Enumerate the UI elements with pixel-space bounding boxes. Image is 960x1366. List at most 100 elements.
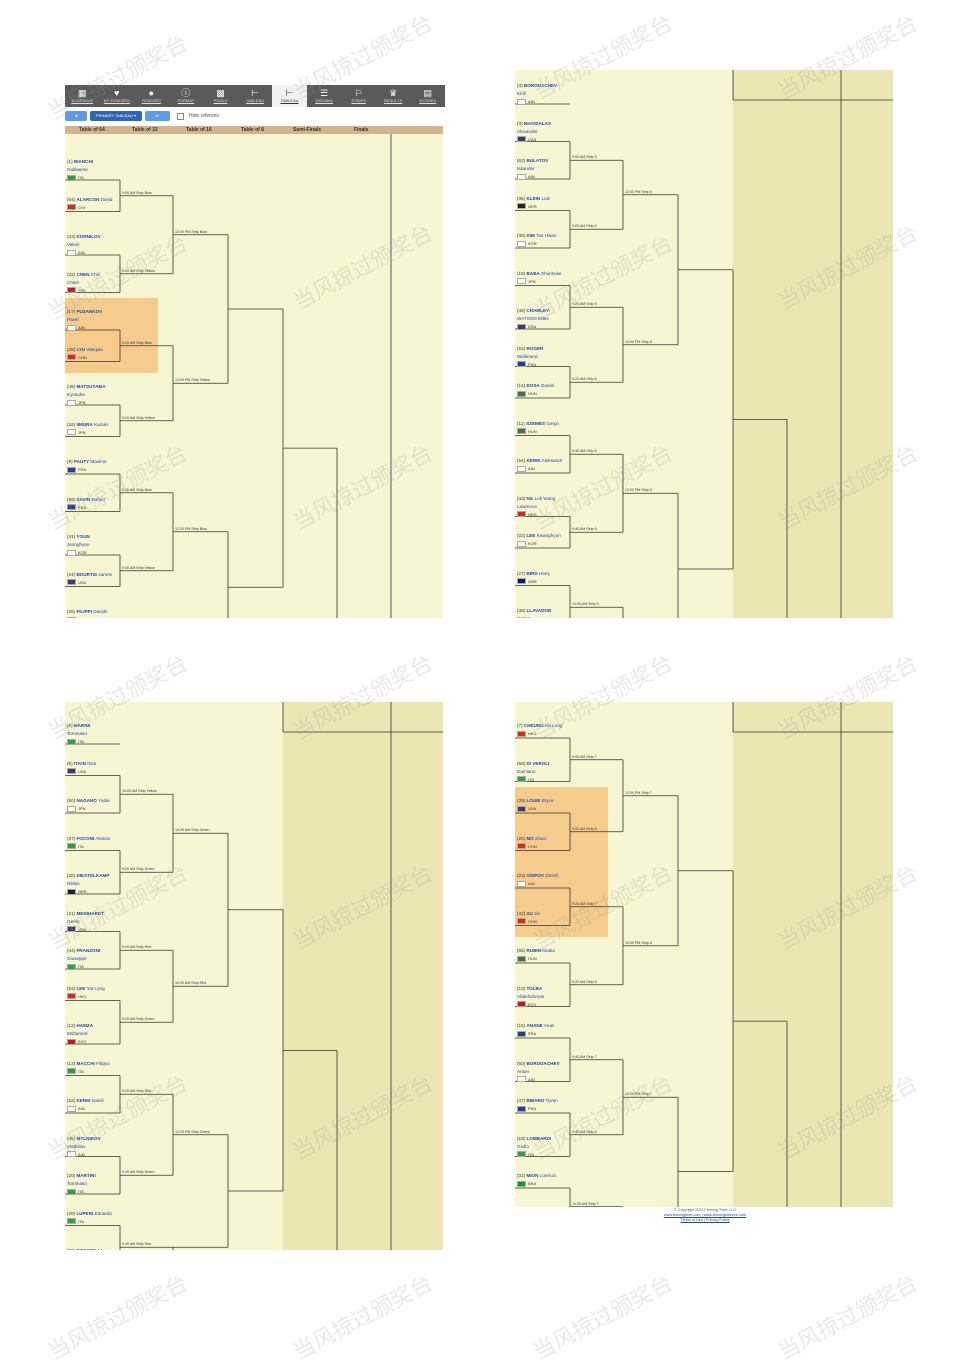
- fencer-last-name[interactable]: MO: [526, 835, 534, 841]
- fencer-last-name[interactable]: MARTINI: [76, 1173, 96, 1178]
- hide-referees-checkbox[interactable]: [177, 113, 184, 120]
- fencer-last-name[interactable]: KORNILOV: [76, 234, 101, 239]
- fencer-last-name[interactable]: BABA: [526, 270, 540, 276]
- fencer-last-name[interactable]: ANANE: [526, 1023, 543, 1028]
- toolbar-tab-scores[interactable]: ▤ SCORES: [410, 85, 445, 107]
- fencer-entry[interactable]: (1) BIANCHI Guillaume ITA: [67, 158, 159, 182]
- fencer-last-name[interactable]: BOURTIS: [76, 571, 98, 577]
- fencer-entry[interactable]: (49) MATSUYAMA Kyosuke JPN: [67, 383, 159, 407]
- prev-tableau-button[interactable]: ◄: [65, 111, 87, 121]
- legal-links[interactable]: Terms of Use | Privacy Policy: [680, 1218, 730, 1222]
- fencer-last-name[interactable]: MACCHI: [76, 1060, 95, 1066]
- fencer-last-name[interactable]: NAGANO: [76, 798, 97, 803]
- fencer-last-name[interactable]: HAMZA: [76, 1023, 94, 1028]
- fencer-last-name[interactable]: XU: [526, 910, 533, 916]
- fencer-entry[interactable]: (53) LEE Yat Long HKG: [67, 985, 159, 1001]
- fencer-entry[interactable]: (45) MYLNIKOV Vladislav AIN: [67, 1135, 159, 1159]
- fencer-entry[interactable]: (10) TOLBA Abdelrahman EGY: [517, 985, 609, 1009]
- toolbar-tab-my-fencers[interactable]: ♥ MY FENCERS: [100, 85, 135, 107]
- fencer-last-name[interactable]: RUBIN: [526, 948, 541, 953]
- fencer-last-name[interactable]: KIM: [526, 233, 535, 238]
- fencer-last-name[interactable]: YOUN: [76, 534, 90, 539]
- fencer-entry[interactable]: (48) LYU Weiqiao CHN: [67, 346, 159, 362]
- fencer-entry[interactable]: (11) SZEMES Gergo HUN: [517, 420, 609, 436]
- toolbar-tab-fencers[interactable]: ● FENCERS: [134, 85, 169, 107]
- fencer-last-name[interactable]: ROGER: [526, 345, 544, 351]
- fencer-last-name[interactable]: MARINI: [73, 723, 91, 728]
- fencer-last-name[interactable]: BULATOV: [526, 158, 549, 163]
- fencer-entry[interactable]: (31) MION Lorenzo BRA: [517, 1172, 609, 1188]
- fencer-last-name[interactable]: SZEMES: [526, 420, 545, 426]
- fencer-last-name[interactable]: ITKIN: [73, 760, 86, 766]
- fencer-last-name[interactable]: FILIPPI: [76, 609, 93, 614]
- fencer-entry[interactable]: (56) SAVIN Rafael FRA: [67, 496, 159, 512]
- fencer-last-name[interactable]: LOMBARDI: [526, 1135, 552, 1141]
- fencer-entry[interactable]: (21) MEINHARDT Gerek USA: [67, 910, 159, 934]
- fencer-entry[interactable]: (43) NG Lok Wang Lawrence HKG: [517, 495, 609, 519]
- tableau-select[interactable]: PRIMARY TABLEAU ▾: [90, 111, 142, 121]
- toolbar-tab-pools[interactable]: ▩ POOLS: [203, 85, 238, 107]
- fencer-entry[interactable]: (16) IIMURA Kazuki JPN: [67, 421, 159, 437]
- fencer-entry[interactable]: (30) KIM Tae Hwan KOR: [517, 232, 609, 248]
- fencer-last-name[interactable]: TOLBA: [526, 985, 543, 991]
- fencer-last-name[interactable]: LEE: [526, 533, 536, 538]
- fencer-last-name[interactable]: IIMURA: [76, 421, 93, 427]
- fencer-entry[interactable]: (24) BOURTIS James USA: [67, 571, 159, 587]
- fencer-last-name[interactable]: PUZANKOV: [76, 309, 103, 314]
- fencer-entry[interactable]: (19) BABA Shunsuke JPN: [517, 270, 609, 286]
- fencer-entry[interactable]: (3) MASSIALAS Alexander USA: [517, 120, 609, 144]
- fencer-entry[interactable]: (42) XU Jie CHN: [517, 910, 609, 926]
- fencer-last-name[interactable]: ROSATELLI: [76, 1248, 102, 1250]
- fencer-last-name[interactable]: KERIK: [526, 458, 541, 463]
- fencer-entry[interactable]: (33) KORNILOV Valerii AIN: [67, 233, 159, 257]
- toolbar-tab-schedule[interactable]: ▦ SCHEDULE: [65, 85, 100, 107]
- fencer-entry[interactable]: (14) DOSA Daniel HUN: [517, 382, 609, 398]
- fencer-last-name[interactable]: MASSIALAS: [523, 120, 551, 126]
- toolbar-tab-seeding[interactable]: ☰ SEEDING: [307, 85, 342, 107]
- fencer-entry[interactable]: (29) LUPERI Edoardo ITA: [67, 1210, 159, 1226]
- fencer-last-name[interactable]: BORODACHEV: [523, 83, 558, 88]
- fencer-entry[interactable]: (41) YOUN Jeonghyun KOR: [67, 533, 159, 557]
- fencer-entry[interactable]: (18) LOMBARDI Giulio ITA: [517, 1135, 609, 1159]
- fencer-entry[interactable]: (8) MARINI Tommaso ITA: [67, 722, 159, 746]
- fencer-last-name[interactable]: MYLNIKOV: [76, 1135, 101, 1141]
- fencer-last-name[interactable]: OSIPOV: [526, 873, 545, 878]
- fencer-last-name[interactable]: LOUIE: [526, 798, 541, 803]
- fencer-entry[interactable]: (44) FRANZONI Giuseppe ITA: [67, 947, 159, 971]
- fencer-last-name[interactable]: FOCONI: [76, 835, 95, 841]
- fencer-last-name[interactable]: KERIK: [76, 1098, 91, 1103]
- fencer-entry[interactable]: (13) MACCHI Filippo ITA: [67, 1060, 159, 1076]
- fencer-entry[interactable]: (25) FILIPPI Davide ITA: [67, 608, 159, 618]
- fencer-entry[interactable]: (32) CHEN Chih Chieh TPE: [67, 271, 159, 295]
- fencer-entry[interactable]: (35) KLEIN Luis GER: [517, 195, 609, 211]
- fencer-last-name[interactable]: LEE: [76, 985, 86, 991]
- fencer-last-name[interactable]: CHEUNG: [523, 723, 544, 728]
- fencer-entry[interactable]: (23) OSIPOV Dmitrii AIN: [517, 872, 609, 888]
- fencer-last-name[interactable]: LUPERI: [76, 1210, 94, 1216]
- fencer-entry[interactable]: (5) ITKIN Nick USA: [67, 760, 159, 776]
- fencer-last-name[interactable]: PAUTY: [73, 459, 90, 464]
- fencer-entry[interactable]: (27) BIRD Harry GBR: [517, 570, 609, 586]
- fencer-entry[interactable]: (58) DI VEROLI Damiano ITA: [517, 760, 609, 784]
- fencer-last-name[interactable]: BIANCHI: [73, 159, 94, 164]
- next-tableau-button[interactable]: ►: [145, 111, 170, 121]
- fencer-last-name[interactable]: DOSA: [526, 383, 540, 388]
- fencer-last-name[interactable]: BIRD: [526, 570, 538, 576]
- fencer-entry[interactable]: (55) RUBIN Mattia HUN: [517, 947, 609, 963]
- fencer-last-name[interactable]: NG: [526, 495, 534, 501]
- fencer-entry[interactable]: (17) PUZANKOV Pavel AIN: [67, 308, 159, 332]
- fencer-entry[interactable]: (46) CHAMLEY- WATSON Miles USA: [517, 307, 609, 331]
- fencer-last-name[interactable]: DI VEROLI: [526, 760, 550, 766]
- fencer-last-name[interactable]: BORODACHEV: [526, 1060, 560, 1066]
- fencer-entry[interactable]: (7) CHEUNG Ka Long HKG: [517, 722, 609, 738]
- fencer-last-name[interactable]: ALARCON: [76, 196, 100, 202]
- fencer-entry[interactable]: (47) BIBARD Tyvan FRA: [517, 1097, 609, 1113]
- fencer-last-name[interactable]: LLAVADOR: [526, 608, 552, 613]
- fencer-entry[interactable]: (39) LOUIE Bryce USA: [517, 797, 609, 813]
- fencer-entry[interactable]: (12) HAMZA Mohamed EGY: [67, 1022, 159, 1046]
- fencer-entry[interactable]: (64) ALARCON David CHI: [67, 196, 159, 212]
- fencer-last-name[interactable]: BIBARD: [526, 1098, 545, 1103]
- fencer-last-name[interactable]: FRANZONI: [76, 948, 101, 953]
- fencer-last-name[interactable]: MION: [526, 1173, 539, 1178]
